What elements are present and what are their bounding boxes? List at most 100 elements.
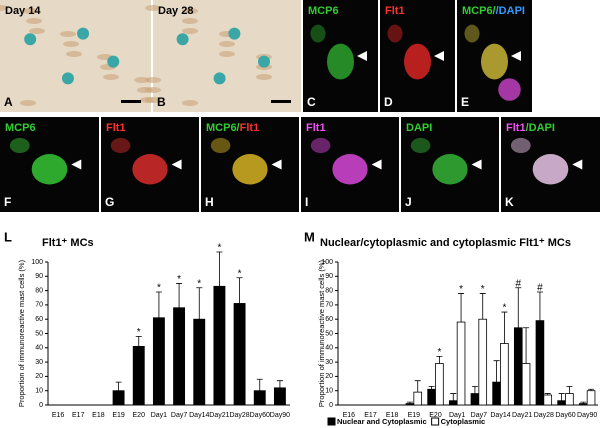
panel-caption: Flt1 bbox=[306, 122, 326, 134]
arrow bbox=[371, 159, 382, 170]
legend-label: Cytoplasmic bbox=[441, 417, 486, 426]
error-bar bbox=[256, 378, 263, 391]
cell bbox=[310, 137, 331, 154]
cell bbox=[210, 137, 231, 154]
x-tick-label: E17 bbox=[72, 412, 85, 419]
error-bar bbox=[176, 283, 183, 308]
x-tick-label: E18 bbox=[386, 412, 399, 419]
y-tick-label: 10 bbox=[325, 388, 333, 395]
x-tick-label: Day60 bbox=[555, 412, 575, 419]
tissue-cell bbox=[26, 18, 42, 24]
bar bbox=[521, 363, 531, 406]
tissue-cell bbox=[182, 18, 198, 24]
legend-swatch bbox=[327, 417, 336, 426]
bar bbox=[500, 343, 509, 406]
x-tick-label: Day90 bbox=[577, 412, 597, 419]
significance-marker: * bbox=[481, 284, 485, 295]
cell bbox=[332, 154, 368, 185]
x-tick-label: Day1 bbox=[151, 412, 167, 419]
x-tick-label: E17 bbox=[364, 412, 377, 419]
mast-cell bbox=[228, 27, 241, 40]
y-tick-label: 30 bbox=[325, 359, 333, 366]
significance-marker: * bbox=[238, 268, 242, 279]
y-tick-label: 40 bbox=[325, 345, 333, 352]
panel-letter: A bbox=[4, 95, 13, 109]
x-tick-label: E19 bbox=[408, 412, 421, 419]
y-tick-label: 100 bbox=[31, 259, 43, 266]
tissue-cell bbox=[256, 74, 272, 80]
tissue-cell bbox=[145, 5, 161, 11]
bar bbox=[565, 393, 574, 406]
tissue-cell bbox=[145, 97, 161, 103]
caption-part: DAPI bbox=[406, 122, 432, 134]
x-tick-label: Day7 bbox=[171, 412, 187, 419]
cell bbox=[327, 43, 354, 80]
arrow bbox=[572, 159, 583, 170]
mast-cell bbox=[61, 72, 74, 85]
significance-marker: * bbox=[217, 243, 221, 254]
bar bbox=[492, 381, 501, 406]
y-tick-label: 40 bbox=[35, 345, 43, 352]
error-bar bbox=[155, 291, 162, 318]
x-tick-label: Day60 bbox=[250, 412, 270, 419]
panel-caption: Flt1 bbox=[106, 122, 126, 134]
panel-letter: F bbox=[4, 195, 11, 209]
cell bbox=[232, 154, 268, 185]
bar bbox=[448, 400, 458, 406]
scale-bar bbox=[121, 100, 141, 103]
y-tick-label: 80 bbox=[325, 287, 333, 294]
tissue-cell bbox=[182, 28, 198, 34]
error-bar bbox=[580, 401, 587, 404]
bar bbox=[470, 393, 480, 406]
tissue-cell bbox=[23, 8, 39, 14]
x-tick-label: Day90 bbox=[270, 412, 290, 419]
error-bar bbox=[588, 388, 595, 391]
x-tick-label: Day28 bbox=[229, 412, 249, 419]
caption-part: /DAPI bbox=[496, 5, 525, 17]
significance-marker: * bbox=[157, 283, 161, 294]
tissue-cell bbox=[219, 41, 235, 47]
tissue-cell bbox=[63, 41, 79, 47]
caption-part: Flt1 bbox=[106, 122, 126, 134]
cell bbox=[410, 137, 431, 154]
cell bbox=[387, 24, 403, 43]
x-tick-label: Day14 bbox=[490, 412, 510, 419]
caption-part: Flt1 bbox=[385, 5, 405, 17]
error-bar bbox=[450, 393, 457, 401]
chart-title: Flt1⁺ MCs bbox=[42, 237, 94, 249]
significance-marker: * bbox=[197, 278, 201, 289]
error-bar bbox=[196, 287, 203, 320]
cell bbox=[432, 154, 468, 185]
tissue-cell bbox=[219, 51, 235, 57]
panel-caption: Flt1 bbox=[385, 5, 405, 17]
significance-marker: * bbox=[437, 347, 441, 358]
mast-cell bbox=[24, 33, 37, 46]
error-bar bbox=[515, 287, 522, 328]
x-tick-label: Day14 bbox=[189, 412, 209, 419]
cell bbox=[310, 24, 326, 43]
significance-marker: * bbox=[177, 274, 181, 285]
tissue-cell bbox=[60, 31, 76, 37]
bar bbox=[557, 400, 566, 406]
cell bbox=[481, 43, 508, 80]
bar bbox=[586, 390, 596, 406]
tissue-cell bbox=[145, 77, 161, 83]
bar bbox=[112, 390, 125, 406]
panel-letter: E bbox=[461, 95, 469, 109]
panel-caption: Day 28 bbox=[158, 5, 193, 17]
bar bbox=[132, 345, 145, 406]
cell bbox=[498, 78, 521, 101]
error-bar bbox=[135, 335, 142, 347]
y-tick-label: 50 bbox=[35, 330, 43, 337]
error-bar bbox=[544, 393, 551, 395]
tissue-cell bbox=[29, 28, 45, 34]
error-bar bbox=[236, 277, 243, 304]
y-tick-label: 80 bbox=[35, 287, 43, 294]
bar bbox=[152, 317, 165, 406]
error-bar bbox=[536, 291, 543, 321]
tissue-cell bbox=[0, 5, 8, 11]
arrow bbox=[511, 51, 521, 61]
error-bar bbox=[566, 386, 573, 394]
y-tick-label: 60 bbox=[325, 316, 333, 323]
